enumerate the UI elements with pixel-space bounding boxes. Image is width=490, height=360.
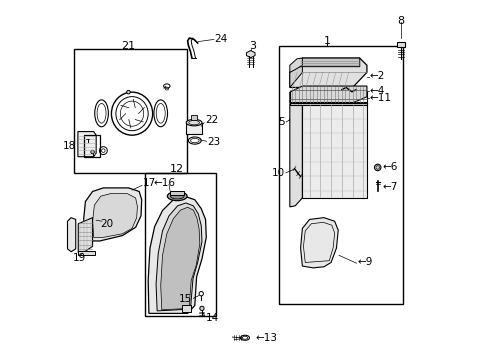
Text: ←6: ←6 [383,162,398,172]
Ellipse shape [168,192,187,201]
Polygon shape [246,50,255,58]
Text: 8: 8 [397,17,405,27]
Bar [74,49,187,173]
Ellipse shape [200,306,204,311]
Bar [84,135,100,157]
Text: ←2: ←2 [369,71,385,81]
Bar [78,251,96,255]
Text: 24: 24 [215,35,228,44]
Polygon shape [299,58,360,67]
Text: ←16: ←16 [153,178,175,188]
Bar [191,116,197,120]
Text: ←4: ←4 [369,86,385,96]
Polygon shape [290,86,367,103]
Text: 17: 17 [143,178,156,188]
Polygon shape [84,188,142,241]
Polygon shape [78,132,96,157]
Text: 18: 18 [63,141,76,151]
Text: ←7: ←7 [383,182,398,192]
Text: 23: 23 [208,138,221,147]
Polygon shape [290,102,367,105]
Polygon shape [290,58,302,87]
Ellipse shape [189,121,199,125]
Text: 14: 14 [206,313,220,323]
Text: ←13: ←13 [255,333,277,343]
Polygon shape [171,192,184,195]
Polygon shape [300,218,338,268]
Text: 12: 12 [170,164,184,174]
Ellipse shape [171,193,184,199]
Bar [182,305,191,312]
Polygon shape [397,42,405,47]
Polygon shape [302,104,367,198]
Ellipse shape [91,150,95,154]
Bar [279,45,403,304]
Text: 20: 20 [100,219,114,229]
Text: ←9: ←9 [358,257,373,267]
Text: 15: 15 [179,294,192,304]
Text: 22: 22 [205,115,218,125]
Polygon shape [148,196,206,314]
Bar [186,123,202,134]
Polygon shape [93,194,137,237]
Ellipse shape [376,166,379,169]
Text: 19: 19 [73,253,86,263]
Ellipse shape [126,90,130,94]
Polygon shape [290,58,367,87]
Polygon shape [290,104,302,207]
Ellipse shape [186,120,202,126]
Polygon shape [68,218,76,252]
Polygon shape [290,58,302,72]
Text: 21: 21 [122,41,136,50]
Text: 3: 3 [249,41,256,50]
Text: ←11: ←11 [369,93,392,103]
Text: 5: 5 [278,117,285,127]
Polygon shape [156,203,202,311]
Polygon shape [78,218,93,252]
Text: 10: 10 [272,168,285,178]
Polygon shape [161,207,200,310]
Bar [145,173,216,316]
Text: 1: 1 [324,36,331,46]
